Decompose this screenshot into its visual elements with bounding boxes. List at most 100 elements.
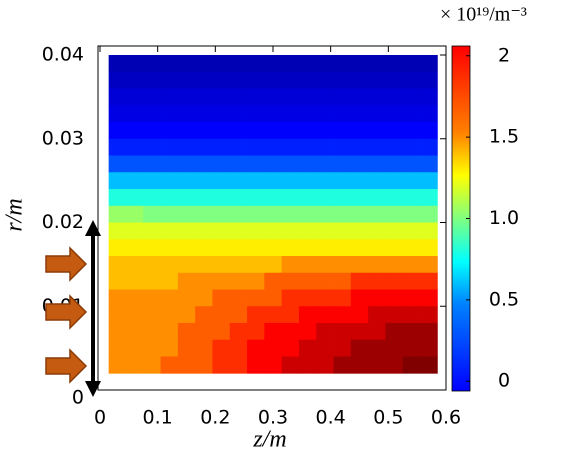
heat-cell [385, 272, 404, 290]
y-tick-label: 0.02 [42, 211, 84, 233]
heat-cell [229, 122, 248, 140]
heat-cell [229, 239, 248, 257]
heat-cell [212, 306, 231, 324]
heat-cell [402, 339, 421, 357]
heat-cell [229, 189, 248, 207]
heat-cell [264, 356, 283, 374]
heat-cell [316, 256, 334, 274]
heat-cell [281, 105, 300, 123]
heat-cell [368, 306, 386, 324]
heat-cell [281, 122, 300, 140]
heat-cell [160, 122, 179, 140]
heat-cell [212, 239, 231, 257]
heat-cell [316, 88, 334, 106]
heat-cell [368, 239, 386, 257]
heat-cell [350, 138, 369, 156]
heat-cell [385, 306, 404, 324]
heat-cell [212, 205, 231, 223]
heat-cell [195, 189, 213, 207]
heat-cell [177, 339, 196, 357]
heat-cell [333, 239, 352, 257]
heat-cell [108, 306, 127, 324]
heat-cell [229, 222, 248, 240]
heat-cell [177, 138, 196, 156]
heat-cell [177, 306, 196, 324]
heat-cell [195, 105, 213, 123]
heat-cell [316, 71, 334, 89]
heat-cell [108, 105, 127, 123]
heat-cell [420, 155, 438, 173]
heat-cell [195, 71, 213, 89]
heat-cell [402, 172, 421, 190]
heat-cell [264, 122, 283, 140]
heat-cell [368, 356, 386, 374]
heat-cell [212, 138, 231, 156]
heat-cell [316, 155, 334, 173]
heat-cell [298, 323, 317, 341]
heat-cell [350, 105, 369, 123]
heat-cell [143, 88, 161, 106]
heat-cell [108, 155, 127, 173]
heat-cell [298, 339, 317, 357]
heat-cell [143, 222, 161, 240]
heat-cell [385, 222, 404, 240]
heat-cell [143, 205, 161, 223]
heat-cell [125, 356, 144, 374]
heat-cell [212, 289, 231, 307]
heat-cell [264, 71, 283, 89]
heat-cell [316, 272, 334, 290]
heat-cell [195, 239, 213, 257]
heat-cell [350, 205, 369, 223]
heat-cell [281, 339, 300, 357]
heat-cell [385, 122, 404, 140]
heat-cell [402, 122, 421, 140]
heat-cell [264, 239, 283, 257]
heat-cell [368, 71, 386, 89]
heat-cell [160, 88, 179, 106]
heat-cell [143, 172, 161, 190]
heat-cell [212, 172, 231, 190]
heat-cell [108, 55, 127, 73]
heat-cell [264, 138, 283, 156]
heat-cell [143, 71, 161, 89]
heat-cell [177, 155, 196, 173]
heat-cell [177, 71, 196, 89]
heat-cell [333, 172, 352, 190]
heat-cell [420, 222, 438, 240]
heat-cell [316, 356, 334, 374]
heat-cell [420, 256, 438, 274]
heat-cell [368, 205, 386, 223]
heat-cell [298, 71, 317, 89]
heat-cell [108, 339, 127, 357]
heat-cell [402, 222, 421, 240]
heat-cell [402, 138, 421, 156]
heat-cell [264, 272, 283, 290]
heat-cell [264, 155, 283, 173]
heat-cell [229, 272, 248, 290]
heat-cell [298, 222, 317, 240]
heat-cell [281, 71, 300, 89]
heat-cell [298, 272, 317, 290]
colorbar-tick-label: 1.5 [489, 126, 519, 148]
heat-cell [281, 172, 300, 190]
heat-cell [143, 323, 161, 341]
heat-cell [195, 88, 213, 106]
heat-cell [420, 55, 438, 73]
heat-cell [125, 205, 144, 223]
heat-cell [143, 155, 161, 173]
heat-cell [108, 289, 127, 307]
heat-cell [402, 289, 421, 307]
heat-cell [368, 339, 386, 357]
heat-cell [229, 356, 248, 374]
heat-cell [177, 189, 196, 207]
heat-cell [195, 222, 213, 240]
heat-cell [333, 339, 352, 357]
heat-cell [195, 155, 213, 173]
heat-cell [177, 256, 196, 274]
heat-cell [195, 272, 213, 290]
heat-cell [420, 172, 438, 190]
heat-cell [385, 55, 404, 73]
heat-cell [160, 189, 179, 207]
heat-cell [195, 356, 213, 374]
heat-cell [281, 239, 300, 257]
